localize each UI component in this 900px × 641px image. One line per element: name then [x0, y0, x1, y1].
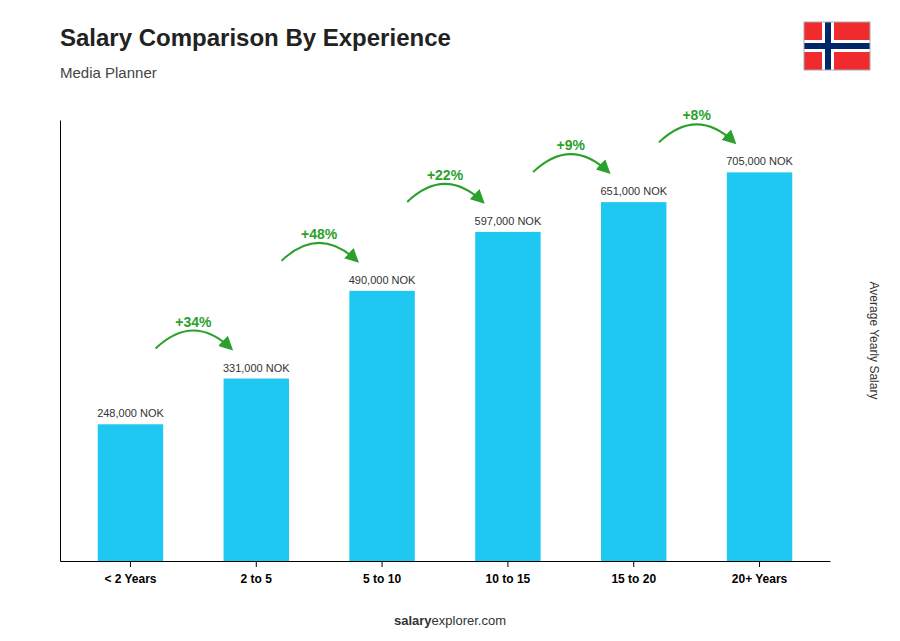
bar [727, 172, 792, 561]
flag-part [804, 43, 870, 49]
flag [804, 22, 870, 70]
bar [475, 232, 540, 561]
data-label: 490,000 NOK [349, 274, 416, 286]
x-tick: 2 to 5 [241, 561, 273, 586]
x-tick-mark [130, 561, 131, 567]
bar [601, 202, 666, 561]
change-arc [407, 184, 482, 202]
x-tick: 15 to 20 [611, 561, 656, 586]
footer-part: salary [394, 613, 432, 628]
x-tick-label: 2 to 5 [241, 572, 273, 586]
x-tick-mark [759, 561, 760, 567]
x-tick: 5 to 10 [363, 561, 401, 586]
flag-part [804, 40, 870, 52]
x-tick-label: 15 to 20 [611, 572, 656, 586]
title: Salary Comparison By Experience [60, 24, 451, 51]
data-labels: 248,000 NOK 331,000 NOK 490,000 NOK 597,000… [97, 155, 793, 419]
x-tick-mark [382, 561, 383, 567]
chart: Salary Comparison By Experience Media Pla… [0, 0, 900, 641]
change-label: +34% [175, 314, 212, 330]
change-label: +8% [682, 107, 711, 123]
x-tick-mark [633, 561, 634, 567]
change-label: +22% [427, 167, 464, 183]
change-arc [281, 243, 356, 261]
plot: < 2 Years 2 to 5 5 to 10 10 to 15 15 to 20 20… [61, 107, 831, 586]
x-tick-label: 10 to 15 [486, 572, 531, 586]
change-arc [659, 124, 734, 142]
bar [224, 379, 289, 561]
bars [98, 172, 793, 561]
y-axis-title: Average Yearly Salary [867, 282, 881, 400]
change-label: +9% [557, 137, 586, 153]
flag-part [804, 22, 870, 70]
flag-border [804, 22, 870, 70]
bar [98, 424, 163, 561]
data-label: 651,000 NOK [600, 185, 667, 197]
change-arc [156, 331, 231, 349]
change-label: +48% [301, 226, 338, 242]
y-axis [60, 121, 61, 562]
x-tick-label: < 2 Years [104, 572, 156, 586]
x-axis-line [61, 561, 831, 562]
x-axis: < 2 Years 2 to 5 5 to 10 10 to 15 15 to 20 20… [61, 561, 831, 586]
data-label: 248,000 NOK [97, 407, 164, 419]
change-arc [533, 154, 608, 172]
data-label: 597,000 NOK [475, 215, 542, 227]
data-label: 705,000 NOK [726, 155, 793, 167]
data-label: 331,000 NOK [223, 362, 290, 374]
footer: salaryexplorer.com [394, 613, 506, 628]
bar [349, 291, 414, 561]
annotations: +34% +48% +22% +9% +8% [156, 107, 735, 348]
x-tick-label: 5 to 10 [363, 572, 401, 586]
x-tick: 20+ Years [732, 561, 788, 586]
flag-part [825, 22, 831, 70]
subtitle: Media Planner [60, 64, 157, 81]
x-tick-mark [507, 561, 508, 567]
footer-part: explorer.com [432, 613, 506, 628]
x-tick: < 2 Years [104, 561, 156, 586]
x-tick: 10 to 15 [486, 561, 531, 586]
x-tick-label: 20+ Years [732, 572, 788, 586]
y-axis-line [60, 121, 61, 562]
x-tick-mark [256, 561, 257, 567]
